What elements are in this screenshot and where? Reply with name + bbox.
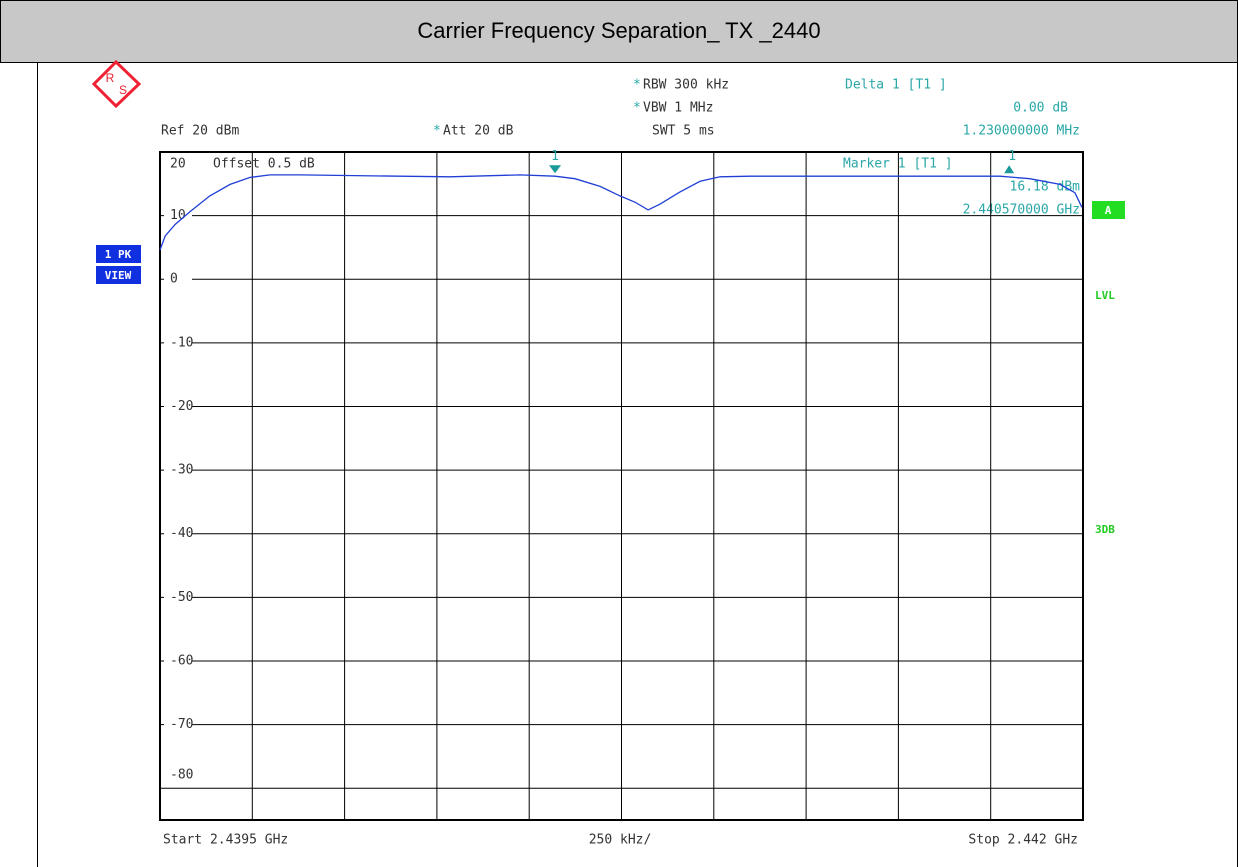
tick-label-bg: [164, 652, 192, 669]
y-tick-label: -30: [170, 463, 193, 478]
tick-label-bg: [164, 398, 192, 415]
badge-text: VIEW: [105, 269, 132, 282]
y-tick-label: -60: [170, 653, 193, 668]
swt: SWT 5 ms: [652, 124, 715, 139]
attenuation: Att 20 dB: [443, 124, 514, 139]
start-frequency: Start 2.4395 GHz: [163, 833, 288, 848]
asterisk: *: [633, 78, 641, 93]
logo-letter: R: [106, 71, 115, 85]
y-tick-label: 10: [170, 208, 186, 223]
trace: [159, 174, 1083, 251]
badge-text: A: [1105, 204, 1112, 217]
delta-level: 0.00 dB: [1013, 101, 1068, 116]
y-tick-label: 0: [170, 272, 178, 287]
asterisk: *: [633, 101, 641, 116]
marker-level: 16.18 dBm: [1010, 180, 1081, 195]
y-tick-label: 20: [170, 157, 186, 172]
span-per-division: 250 kHz/: [589, 833, 652, 848]
badge: [96, 245, 141, 263]
marker-title: Marker 1 [T1 ]: [843, 157, 953, 172]
side-label: 3DB: [1095, 523, 1115, 536]
tick-label-bg: [164, 525, 192, 542]
rbw: RBW 300 kHz: [643, 78, 729, 93]
y-tick-label: -40: [170, 526, 193, 541]
side-label: LVL: [1095, 289, 1115, 302]
title-bar: [0, 0, 1238, 63]
y-tick-label: -50: [170, 590, 193, 605]
logo: R S: [91, 59, 142, 109]
badge: [1092, 201, 1125, 219]
offset: Offset 0.5 dB: [213, 157, 315, 172]
logo-diamond: [91, 59, 142, 109]
marker-label: 1: [1008, 149, 1016, 164]
tick-label-bg: [164, 156, 192, 172]
vbw: VBW 1 MHz: [643, 101, 713, 116]
badge-text: 1 PK: [105, 248, 132, 261]
ref-level: Ref 20 dBm: [161, 124, 239, 139]
plot-border: [159, 151, 1084, 821]
tick-label-bg: [164, 589, 192, 606]
marker: [1004, 165, 1015, 174]
tick-label-bg: [164, 462, 192, 479]
delta-frequency: 1.230000000 MHz: [963, 124, 1080, 139]
y-tick-label: -20: [170, 399, 193, 414]
marker-frequency: 2.440570000 GHz: [963, 203, 1080, 218]
tick-label-bg: [164, 271, 192, 288]
tick-label-bg: [164, 334, 192, 351]
marker: [549, 165, 562, 174]
asterisk: *: [433, 124, 441, 139]
tick-label-bg: [164, 767, 192, 784]
y-tick-label: -80: [170, 768, 193, 783]
badge: [96, 266, 141, 284]
logo-letter: S: [119, 83, 127, 97]
chart-title: Carrier Frequency Separation_ TX _2440: [417, 18, 820, 43]
delta-title: Delta 1 [T1 ]: [845, 78, 947, 93]
stop-frequency: Stop 2.442 GHz: [968, 833, 1078, 848]
tick-label-bg: [164, 207, 192, 224]
y-tick-label: -10: [170, 335, 193, 350]
y-tick-label: -70: [170, 717, 193, 732]
marker-label: 1: [551, 149, 559, 164]
tick-label-bg: [164, 716, 192, 733]
